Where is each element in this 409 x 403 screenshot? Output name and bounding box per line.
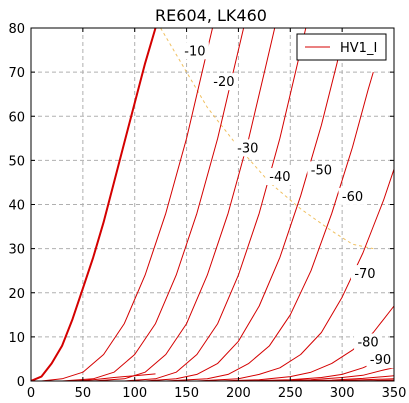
curve-14: [72, 373, 156, 381]
curve-label-bg-2: [233, 139, 262, 157]
curve-7: [196, 169, 394, 381]
x-tick-label-0: 0: [27, 386, 35, 401]
curve-6: [165, 71, 374, 381]
y-tick-label-4: 40: [8, 199, 25, 214]
x-tick-label-3: 150: [174, 386, 199, 401]
y-tick-label-1: 10: [8, 331, 25, 346]
curve-label-bg-3: [265, 168, 294, 186]
curve-label-7: -80: [357, 335, 378, 350]
x-tick-label-7: 350: [382, 386, 407, 401]
curve-5: [145, 41, 343, 381]
curve-label-0: -10: [184, 44, 205, 59]
curve-label-bg-1: [209, 73, 238, 91]
curve-label-8: -90: [370, 353, 391, 368]
legend: HV1_I: [296, 33, 387, 61]
curve-label-bg-4: [307, 161, 336, 179]
curve-10: [259, 367, 394, 381]
y-tick-label-6: 60: [8, 110, 25, 125]
curve-label-bg-8: [366, 351, 395, 369]
curve-label-bg-7: [354, 333, 383, 351]
curve-1: [41, 28, 213, 381]
curve-4: [124, 28, 307, 381]
curve-label-3: -40: [269, 170, 290, 185]
x-tick-label-4: 200: [226, 386, 251, 401]
curve-label-bg-5: [338, 187, 367, 205]
curve-labels: -10 -20 -30 -40 -50 -60 -70 -80 -90: [180, 42, 395, 369]
x-tick-label-2: 100: [122, 386, 147, 401]
legend-entry-hv1-i: HV1_I: [340, 41, 377, 56]
y-tick-label-0: 0: [17, 375, 25, 390]
x-tick-label-6: 300: [330, 386, 355, 401]
curve-0: [31, 28, 157, 381]
curve-2: [62, 28, 245, 381]
ticks: 0 50 100 150 200 250 300 350 0 10 20 30 40 50 60 70 80: [8, 22, 406, 401]
y-tick-label-8: 80: [8, 22, 25, 37]
x-tick-label-1: 50: [75, 386, 92, 401]
curve-label-5: -60: [342, 190, 363, 205]
y-tick-label-3: 30: [8, 243, 25, 258]
curve-label-4: -50: [311, 163, 332, 178]
curve-label-bg-6: [350, 265, 379, 283]
y-tick-label-2: 20: [8, 287, 25, 302]
curve-label-6: -70: [354, 267, 375, 282]
curve-label-bg-0: [180, 42, 209, 60]
curve-label-2: -30: [237, 141, 258, 156]
x-tick-label-5: 250: [278, 386, 303, 401]
y-tick-label-5: 50: [8, 154, 25, 169]
chart-title: RE604, LK460: [155, 6, 267, 25]
curve-label-1: -20: [213, 75, 234, 90]
y-tick-label-7: 70: [8, 66, 25, 81]
curve-3: [93, 28, 276, 381]
